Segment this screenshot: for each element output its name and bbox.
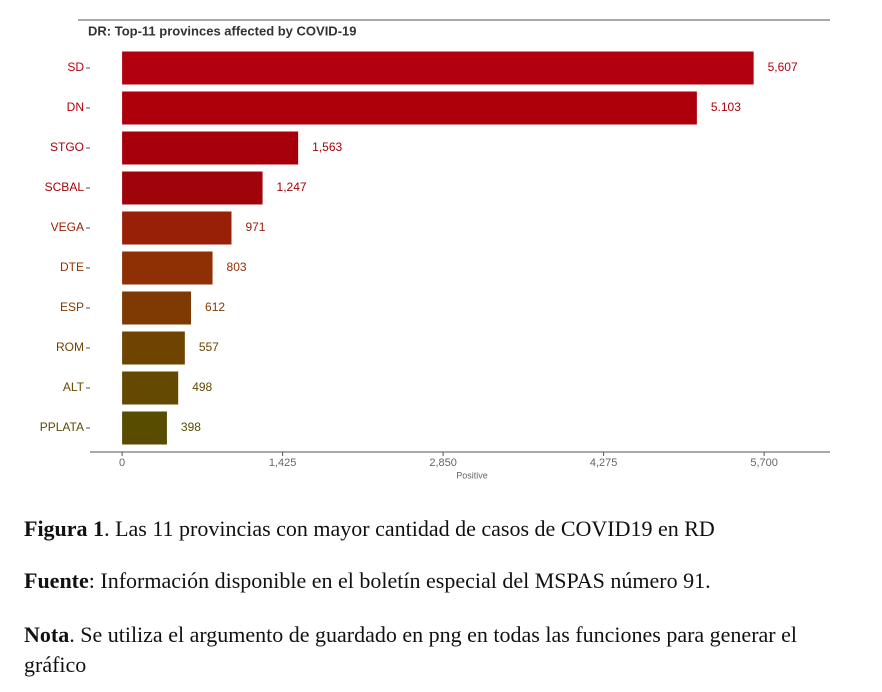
- y-tick-label: PPLATA: [40, 420, 84, 434]
- bar: [122, 51, 754, 85]
- bar: [122, 251, 213, 285]
- y-tick-label: ESP: [60, 300, 84, 314]
- x-tick-label: 2,850: [429, 457, 457, 469]
- caption-text: : Información disponible en el boletín e…: [88, 568, 711, 593]
- x-tick-label: 0: [119, 457, 125, 469]
- x-tick-label: 4,275: [590, 457, 618, 469]
- bar: [122, 211, 232, 245]
- caption: Figura 1. Las 11 provincias con mayor ca…: [24, 514, 844, 544]
- caption: Fuente: Información disponible en el bol…: [24, 566, 844, 596]
- value-label: 1,247: [277, 180, 307, 194]
- chart-title: DR: Top-11 provinces affected by COVID-1…: [88, 23, 357, 38]
- value-label: 5.103: [711, 100, 741, 114]
- bar: [122, 91, 697, 125]
- value-label: 557: [199, 340, 219, 354]
- value-label: 1,563: [312, 140, 342, 154]
- bar: [122, 331, 185, 365]
- y-tick-label: SD: [67, 60, 84, 74]
- bar: [122, 411, 167, 445]
- value-label: 398: [181, 420, 201, 434]
- caption-text: . Las 11 provincias con mayor cantidad d…: [104, 516, 715, 541]
- value-label: 971: [245, 220, 265, 234]
- y-tick-label: DTE: [60, 260, 84, 274]
- x-tick-label: 5,700: [750, 457, 778, 469]
- caption: Nota. Se utiliza el argumento de guardad…: [24, 620, 844, 680]
- bar: [122, 291, 192, 325]
- value-label: 612: [205, 300, 225, 314]
- bar: [122, 131, 299, 165]
- value-label: 803: [227, 260, 247, 274]
- caption-label: Figura 1: [24, 516, 105, 541]
- y-tick-label: DN: [67, 100, 84, 114]
- chart: DR: Top-11 provinces affected by COVID-1…: [40, 19, 830, 480]
- y-tick-label: SCBAL: [45, 180, 85, 194]
- value-label: 5,607: [768, 60, 798, 74]
- caption-label: Nota: [24, 622, 70, 647]
- caption-label: Fuente: [24, 568, 89, 593]
- bar: [122, 171, 263, 205]
- y-tick-label: VEGA: [51, 220, 84, 234]
- y-tick-label: ALT: [63, 380, 85, 394]
- bar: [122, 371, 179, 405]
- value-label: 498: [192, 380, 212, 394]
- x-axis-label: Positive: [456, 470, 488, 480]
- y-tick-label: STGO: [50, 140, 84, 154]
- y-tick-label: ROM: [56, 340, 84, 354]
- caption-text: . Se utiliza el argumento de guardado en…: [24, 622, 797, 677]
- x-tick-label: 1,425: [269, 457, 297, 469]
